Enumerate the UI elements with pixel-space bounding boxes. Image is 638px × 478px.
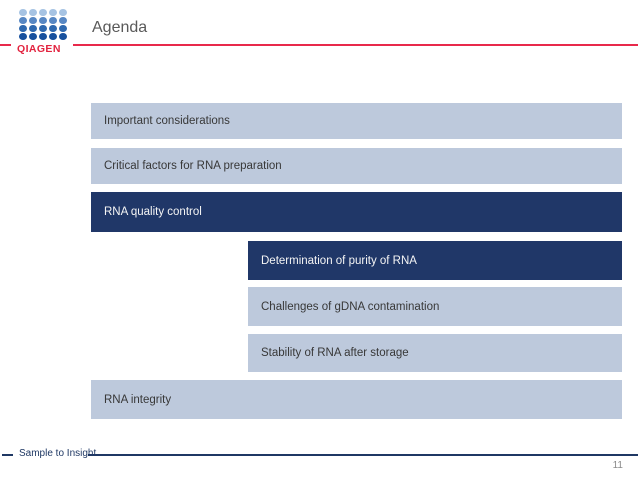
footer-rule-right bbox=[88, 454, 638, 456]
header-rule-right bbox=[73, 44, 638, 46]
qiagen-logo: QIAGEN bbox=[17, 9, 67, 55]
page-title: Agenda bbox=[92, 19, 148, 36]
agenda-item-rna-integrity: RNA integrity bbox=[91, 380, 622, 419]
agenda-item-determination-purity: Determination of purity of RNA bbox=[248, 241, 622, 280]
footer-tagline: Sample to Insight bbox=[19, 448, 97, 459]
agenda-item-rna-stability: Stability of RNA after storage bbox=[248, 334, 622, 372]
header-rule-left bbox=[0, 44, 11, 46]
footer-rule-left bbox=[2, 454, 13, 456]
agenda-item-gdna-contamination: Challenges of gDNA contamination bbox=[248, 287, 622, 326]
agenda-item-rna-quality-control: RNA quality control bbox=[91, 192, 622, 232]
agenda-item-important-considerations: Important considerations bbox=[91, 103, 622, 139]
qiagen-logo-dots-icon bbox=[19, 9, 67, 41]
page-number: 11 bbox=[612, 460, 623, 471]
agenda-item-critical-factors: Critical factors for RNA preparation bbox=[91, 148, 622, 184]
qiagen-logo-wordmark: QIAGEN bbox=[17, 43, 61, 55]
